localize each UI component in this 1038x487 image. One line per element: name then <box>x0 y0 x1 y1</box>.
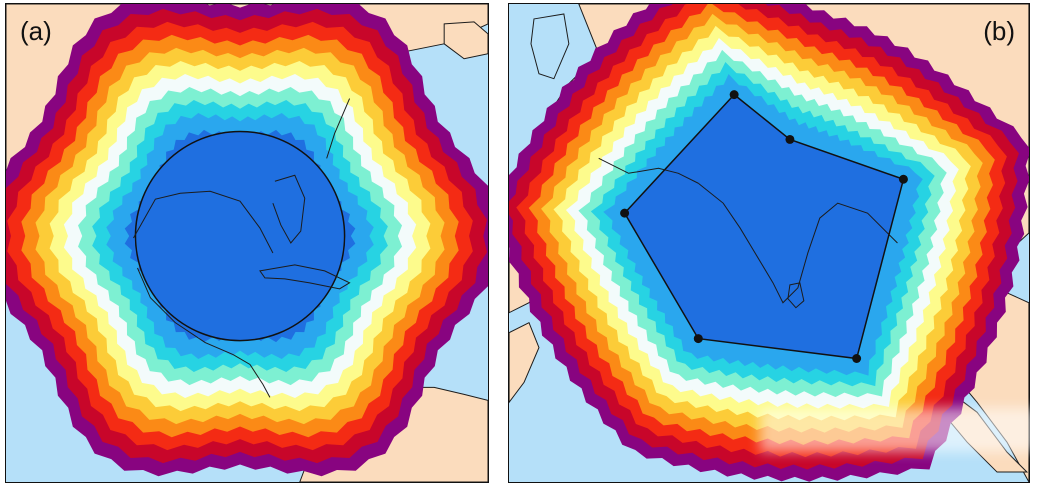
panel-label-a: (a) <box>20 16 52 46</box>
coastline <box>133 190 274 254</box>
polygon-vertex <box>898 174 908 184</box>
polygon-vertex <box>693 334 703 344</box>
map-b-canvas <box>509 4 1029 482</box>
map-a-canvas <box>6 4 488 482</box>
coastlines-overlay <box>598 157 898 309</box>
polygon-vertex <box>852 354 862 363</box>
coastline <box>326 98 351 159</box>
polygon-vertex <box>729 90 739 100</box>
coastline <box>259 264 351 290</box>
coastlines-overlay <box>133 98 351 398</box>
buffer-bands <box>509 4 1029 482</box>
blurred-watermark <box>760 408 1036 452</box>
polygon-vertices <box>620 90 908 363</box>
map-panel-b: (b) <box>508 3 1030 483</box>
coastline <box>598 157 699 184</box>
caspian-sea <box>530 13 570 80</box>
coastline <box>137 267 271 398</box>
coastline <box>697 182 898 304</box>
polygon-vertex <box>620 208 630 218</box>
map-panel-a: (a) <box>5 3 489 483</box>
africa-land <box>509 321 540 404</box>
coastline <box>787 282 805 309</box>
newfoundland-land <box>443 21 488 60</box>
panel-label-b: (b) <box>983 16 1015 46</box>
coastline <box>272 174 306 244</box>
polygon-vertex <box>785 134 795 144</box>
buffer-circle-outline <box>134 130 346 342</box>
